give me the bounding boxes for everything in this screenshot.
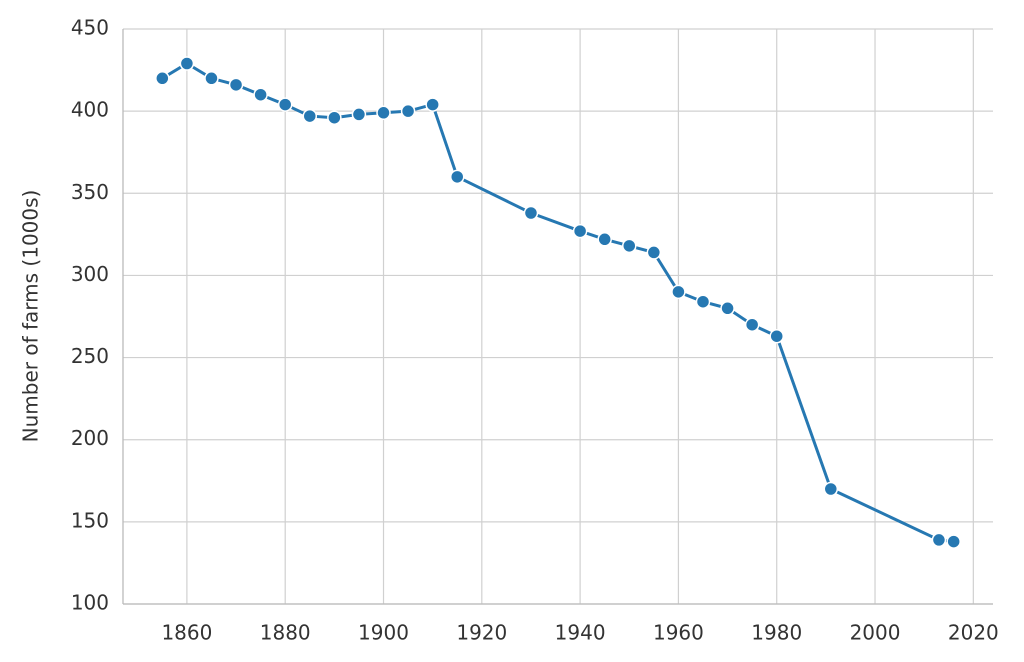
y-tick-label: 100 [71, 591, 109, 615]
x-tick-label: 1980 [751, 621, 802, 645]
marker [622, 238, 637, 254]
marker [302, 108, 318, 124]
marker [946, 534, 961, 549]
y-tick-label: 300 [71, 262, 109, 286]
marker [823, 481, 839, 497]
marker [931, 532, 947, 548]
marker [228, 77, 244, 93]
x-tick-label: 2020 [948, 621, 999, 645]
x-tick-label: 1860 [161, 621, 212, 645]
marker [646, 245, 662, 260]
marker [155, 71, 170, 86]
marker [720, 301, 735, 316]
y-tick-label: 200 [71, 426, 109, 450]
y-tick-label: 350 [71, 180, 109, 204]
marker [425, 97, 440, 112]
x-tick-label: 1900 [358, 621, 409, 645]
marker [277, 97, 293, 112]
y-tick-label: 450 [71, 16, 109, 40]
marker [572, 223, 588, 239]
marker [179, 56, 195, 71]
marker [744, 317, 760, 332]
marker [769, 328, 784, 344]
marker [400, 103, 416, 119]
x-tick-label: 1960 [653, 621, 704, 645]
line [161, 61, 954, 544]
x-tick-label: 1940 [555, 621, 606, 645]
marker [204, 71, 219, 86]
marker [351, 107, 367, 122]
y-tick-label: 150 [71, 508, 109, 532]
marker [671, 284, 686, 300]
marker [253, 87, 268, 102]
marker [327, 110, 342, 125]
marker [597, 232, 612, 247]
x-tick-label: 1920 [456, 621, 507, 645]
y-tick-label: 250 [71, 344, 109, 368]
y-axis-label: Number of farms (1000s) [19, 190, 43, 443]
marker [695, 294, 711, 309]
marker [376, 105, 391, 121]
x-tick-label: 1880 [260, 621, 311, 645]
x-tick-label: 2000 [850, 621, 901, 645]
y-tick-label: 400 [71, 98, 109, 122]
marker [523, 205, 539, 221]
marker [449, 169, 465, 185]
